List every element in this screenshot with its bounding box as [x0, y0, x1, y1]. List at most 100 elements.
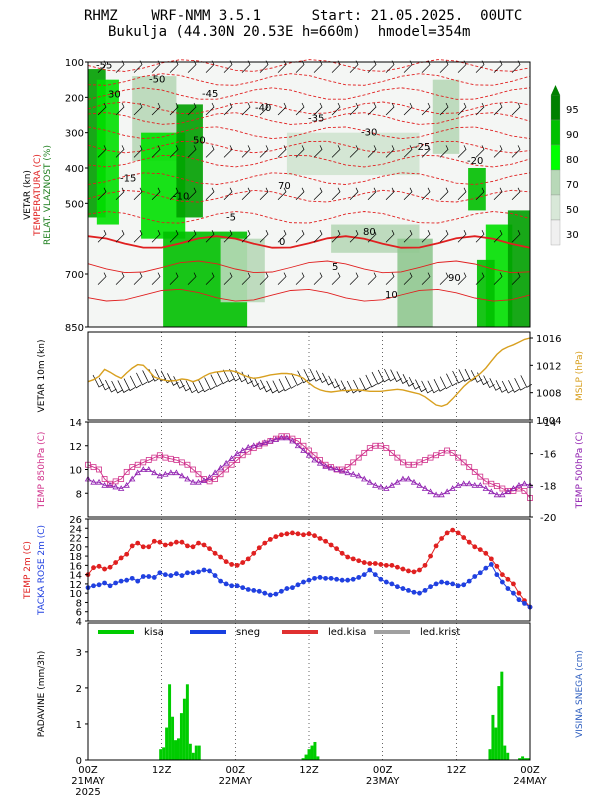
temp2m-point — [146, 544, 152, 550]
wind-barb — [457, 145, 467, 158]
wind-barb-10m — [359, 377, 371, 391]
time-tick-label: 00Z — [78, 765, 98, 776]
rain-bar — [162, 747, 166, 760]
temp500-point — [515, 482, 523, 488]
wind-barb — [421, 272, 431, 285]
wind-barb-10m — [495, 380, 508, 393]
temp850-point — [383, 445, 390, 452]
temp500-point — [283, 434, 291, 441]
dewpoint-point — [395, 584, 400, 590]
temp2m-point — [345, 554, 351, 560]
dewpoint-point — [223, 581, 229, 587]
temp2m-point — [455, 530, 461, 536]
temp850-point — [129, 464, 136, 471]
temp850-point — [372, 442, 379, 449]
temp2m-point — [306, 531, 312, 537]
dewpoint-point — [301, 579, 306, 585]
dewpoint-point — [102, 580, 107, 586]
wind-barb — [151, 272, 161, 285]
wind-barb — [403, 145, 413, 158]
dewpoint-point — [494, 572, 500, 578]
wind-barb — [331, 187, 341, 201]
precip-tick-label: 0 — [76, 756, 82, 767]
temp2m-point — [494, 563, 500, 569]
wind-barb — [385, 102, 395, 116]
temp850-point — [184, 461, 191, 468]
wind-barb — [349, 272, 359, 285]
humidity-label: 50 — [193, 135, 206, 146]
temp500-point — [477, 482, 484, 488]
isotherm-label: 0 — [279, 237, 285, 248]
dewpoint-point — [245, 587, 251, 592]
temp850-point — [388, 449, 395, 456]
wind-barb — [475, 230, 485, 243]
temp500-point — [394, 478, 401, 485]
temp850-point — [190, 466, 196, 473]
humidity-area — [476, 259, 495, 327]
wind-barb — [367, 187, 377, 201]
temp500-point — [372, 482, 379, 488]
wind-barb — [115, 187, 125, 201]
temp2m-point — [135, 540, 141, 546]
temp850-point — [433, 452, 439, 459]
dewpoint-point — [461, 582, 467, 588]
wind-barb-10m — [439, 376, 452, 390]
temp500-point — [117, 485, 125, 491]
dewpoint-point — [207, 568, 212, 574]
temp500-point — [278, 434, 285, 441]
wind-barb — [133, 102, 143, 116]
isotherm-label: 10 — [385, 290, 398, 301]
colorbar-tick-label: 30 — [566, 230, 579, 241]
dewpoint-point — [162, 572, 168, 578]
temp850-ylabel: TEMP 850hPa (C) — [37, 432, 47, 510]
wind-barb — [241, 187, 251, 201]
date-tick-label: 22MAY — [219, 776, 253, 787]
wind-barb — [151, 230, 161, 243]
temp2m-point — [505, 576, 511, 582]
temp2m-tick-label: 20 — [69, 543, 82, 554]
temp2m-point — [411, 569, 417, 575]
dewpoint-point — [179, 573, 185, 578]
wind-barb-10m — [98, 377, 111, 391]
wind-barb-10m — [514, 378, 526, 391]
temp850-point — [145, 457, 152, 463]
temp500-point — [145, 466, 152, 472]
temp2m-tick-label: 8 — [76, 598, 82, 609]
wind-barb — [385, 272, 395, 285]
wind-barb — [115, 145, 125, 158]
wind-barb — [133, 272, 143, 285]
temp2m-ylabel: TACKA ROSE 2m (C) — [37, 525, 47, 616]
dewpoint-point — [367, 567, 373, 573]
temp2m-tick-label: 12 — [69, 580, 82, 591]
temp500-point — [112, 483, 119, 490]
wind-barb — [259, 272, 269, 285]
dewpoint-point — [113, 580, 119, 586]
temp2m-point — [102, 566, 107, 572]
wind-barb-10m — [204, 377, 216, 390]
temp500-point — [449, 485, 456, 491]
temp2m-tick-label: 16 — [69, 561, 82, 572]
temp850-point — [438, 449, 445, 456]
temp850-point — [223, 466, 230, 473]
wind-barb-10m — [266, 380, 278, 394]
wind-barb-10m — [229, 368, 241, 382]
dewpoint-point — [323, 575, 328, 581]
wind-barb — [493, 145, 503, 158]
temp850-point — [422, 457, 428, 463]
colorbar-tick-label: 50 — [566, 205, 579, 216]
temp850-point — [90, 464, 97, 471]
pressure-tick-label: 100 — [65, 58, 84, 69]
temp500-point — [305, 451, 313, 458]
wind-barb — [403, 230, 413, 243]
dewpoint-point — [290, 585, 295, 591]
temp850-point — [101, 476, 108, 482]
isotherm-label: -15 — [120, 174, 136, 185]
temp2m-point — [450, 527, 456, 533]
temp500-point — [338, 467, 346, 474]
wind-barb-10m — [198, 379, 210, 393]
humidity-label: 30 — [108, 89, 121, 100]
dewpoint-point — [273, 591, 279, 597]
temp850-point — [156, 452, 163, 459]
dewpoint-point — [306, 577, 312, 583]
dewpoint-point — [483, 565, 489, 571]
